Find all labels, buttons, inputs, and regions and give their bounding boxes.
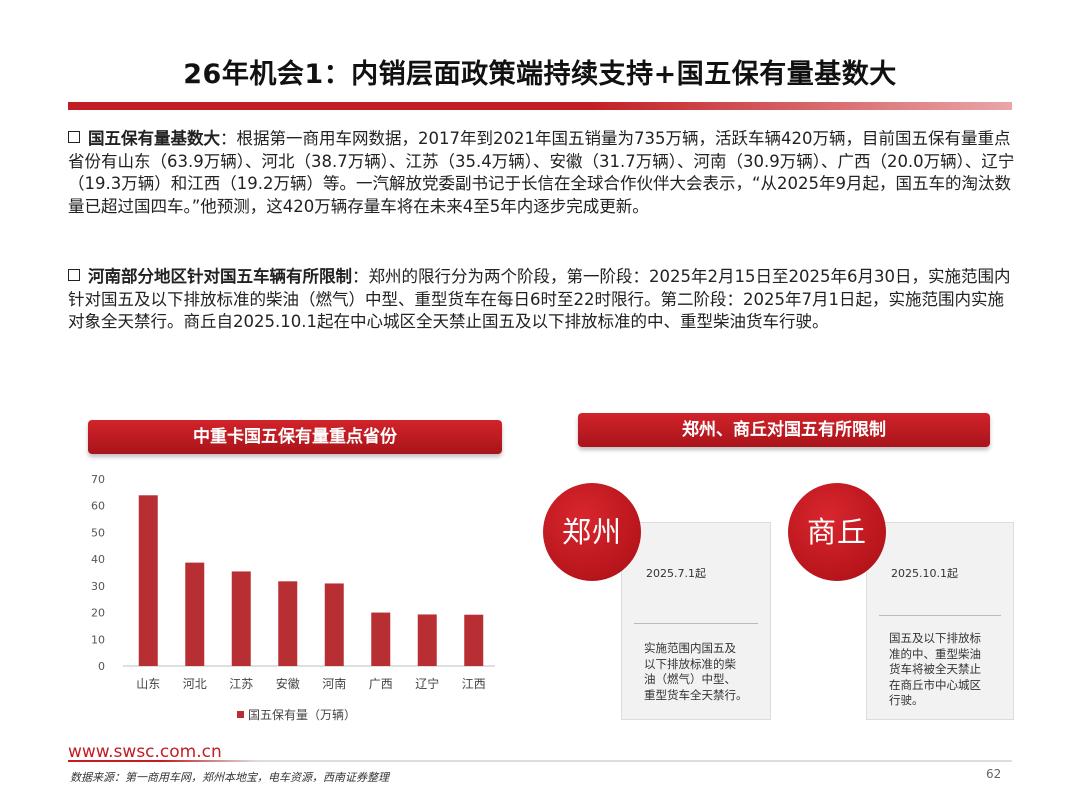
y-tick-label: 20 (91, 607, 105, 620)
card-divider (879, 615, 1001, 616)
bar-安徽 (278, 581, 298, 666)
y-tick-label: 50 (91, 526, 105, 539)
card-date: 2025.10.1起 (891, 567, 958, 580)
x-tick-label: 河北 (183, 677, 207, 691)
desc-line: 在商丘市中心城区 (889, 677, 981, 692)
y-tick-label: 0 (98, 660, 105, 673)
desc-line: 重型货车全天禁行。 (644, 687, 748, 702)
bar-广西 (371, 612, 391, 666)
footer-divider (68, 760, 1012, 762)
y-tick-label: 40 (91, 553, 105, 566)
card-divider (634, 623, 758, 624)
city-circle-shangqiu: 商丘 (788, 483, 886, 581)
bar-河南 (324, 583, 344, 666)
card-description: 国五及以下排放标 准的中、重型柴油 货车将被全天禁止 在商丘市中心城区 行驶。 (889, 631, 1007, 709)
x-tick-label: 山东 (136, 677, 160, 691)
card-description: 实施范围内国五及 以下排放标准的柴 油（燃气）中型、 重型货车全天禁行。 (644, 641, 762, 703)
page-title: 26年机会1：内销层面政策端持续支持+国五保有量基数大 (183, 59, 897, 90)
card-date: 2025.7.1起 (646, 567, 706, 580)
x-tick-label: 河南 (322, 676, 346, 691)
checkbox-square-icon (68, 131, 80, 143)
y-tick-label: 70 (91, 473, 105, 486)
page-number: 62 (986, 767, 1002, 781)
desc-line: 国五及以下排放标 (889, 631, 981, 645)
legend-swatch (237, 711, 244, 718)
y-tick-label: 30 (91, 580, 105, 593)
x-tick-label: 江苏 (229, 677, 253, 691)
desc-line: 货车将被全天禁止 (889, 662, 981, 676)
x-tick-label: 江西 (462, 677, 486, 691)
shangqiu-card: 2025.10.1起 国五及以下排放标 准的中、重型柴油 货车将被全天禁止 在商… (866, 522, 1014, 720)
y-tick-label: 60 (91, 500, 105, 513)
bullet-text: ：根据第一商用车网数据，2017年到2021年国五销量为735万辆，活跃车辆42… (68, 129, 1015, 217)
x-tick-label: 广西 (369, 677, 393, 691)
data-source: 数据来源：第一商用车网，郑州本地宝，电车资源，西南证券整理 (70, 771, 389, 784)
desc-line: 行驶。 (889, 693, 924, 707)
city-circle-zhengzhou: 郑州 (543, 483, 641, 581)
chart-banner: 中重卡国五保有量重点省份 (88, 420, 502, 454)
bullet-text: ：郑州的限行分为两个阶段，第一阶段：2025年2月15日至2025年6月30日，… (68, 267, 1011, 332)
legend-label: 国五保有量（万辆） (248, 708, 356, 722)
checkbox-square-icon (68, 269, 80, 281)
bar-辽宁 (417, 614, 437, 666)
bar-江苏 (231, 571, 251, 666)
bar-河北 (185, 562, 205, 666)
bar-江西 (464, 614, 484, 666)
zhengzhou-card: 2025.7.1起 实施范围内国五及 以下排放标准的柴 油（燃气）中型、 重型货… (621, 522, 771, 720)
desc-line: 准的中、重型柴油 (889, 646, 981, 661)
bullet-lead: 河南部分地区针对国五车辆有所限制 (88, 267, 352, 286)
x-tick-label: 安徽 (276, 676, 300, 691)
bullet-henan-restriction: 河南部分地区针对国五车辆有所限制：郑州的限行分为两个阶段，第一阶段：2025年2… (68, 266, 1018, 334)
desc-line: 以下排放标准的柴 (644, 656, 736, 671)
footer-url[interactable]: www.swsc.com.cn (68, 742, 222, 762)
x-tick-label: 辽宁 (415, 676, 439, 691)
bullet-lead: 国五保有量基数大 (88, 129, 220, 148)
title-divider (68, 102, 1012, 110)
bullet-stock-base: 国五保有量基数大：根据第一商用车网数据，2017年到2021年国五销量为735万… (68, 128, 1018, 219)
desc-line: 实施范围内国五及 (644, 641, 736, 655)
restriction-banner: 郑州、商丘对国五有所限制 (578, 413, 990, 447)
desc-line: 油（燃气）中型、 (644, 672, 736, 686)
bar-山东 (138, 495, 158, 666)
y-tick-label: 10 (91, 633, 105, 646)
